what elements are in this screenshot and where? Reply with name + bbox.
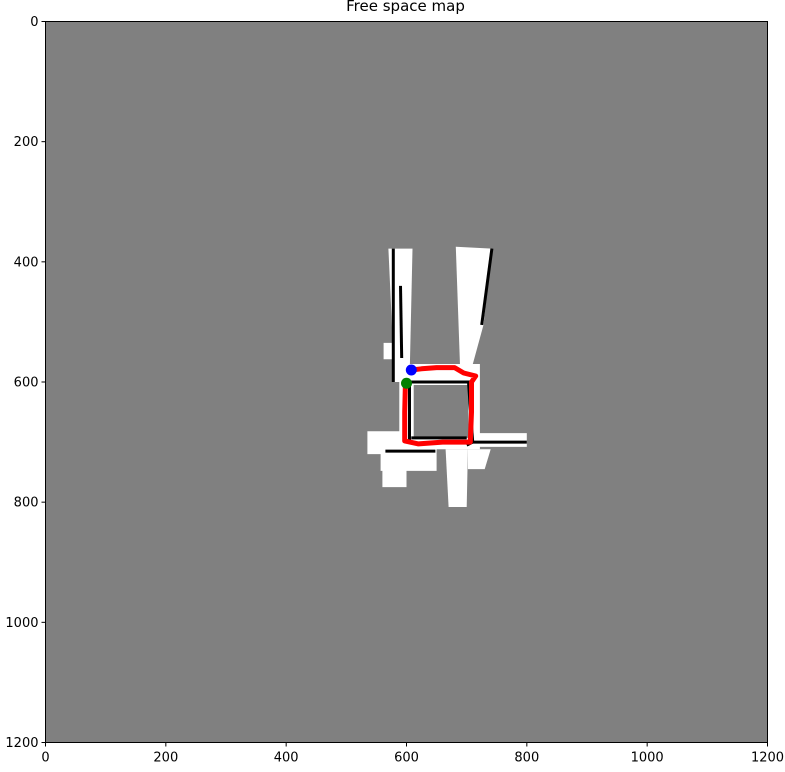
x-tick-label: 400 <box>274 751 299 766</box>
start-marker <box>405 364 417 376</box>
y-tick-label: 600 <box>14 376 39 391</box>
free-region-5 <box>466 433 527 447</box>
x-axis: 0 200 400 600 800 1000 1200 <box>41 742 784 766</box>
goal-marker <box>401 377 412 389</box>
x-tick-label: 200 <box>153 751 178 766</box>
chart-title: Free space map <box>346 0 465 15</box>
x-tick-label: 800 <box>514 751 539 766</box>
free-region-9 <box>467 449 491 470</box>
y-tick-label: 1200 <box>5 736 38 751</box>
x-tick-label: 0 <box>41 751 49 766</box>
y-tick-label: 1000 <box>5 616 38 631</box>
free-region-6 <box>380 448 437 471</box>
y-axis: 0 200 400 600 800 1000 1200 <box>5 15 46 751</box>
free-region-8 <box>445 449 468 507</box>
x-tick-label: 1200 <box>751 751 784 766</box>
unknown-region-0 <box>413 385 469 438</box>
y-tick-label: 0 <box>30 15 38 30</box>
y-tick-label: 200 <box>14 135 39 150</box>
obstacle-wall-8 <box>399 285 404 359</box>
x-tick-label: 1000 <box>631 751 664 766</box>
plot-area <box>45 21 768 743</box>
free-region-7 <box>382 466 407 488</box>
x-tick-label: 600 <box>394 751 419 766</box>
obstacle-wall-5 <box>480 248 494 326</box>
planned-path <box>402 365 479 447</box>
y-tick-label: 400 <box>14 255 39 270</box>
free-region-1 <box>455 246 492 382</box>
y-tick-label: 800 <box>14 496 39 511</box>
